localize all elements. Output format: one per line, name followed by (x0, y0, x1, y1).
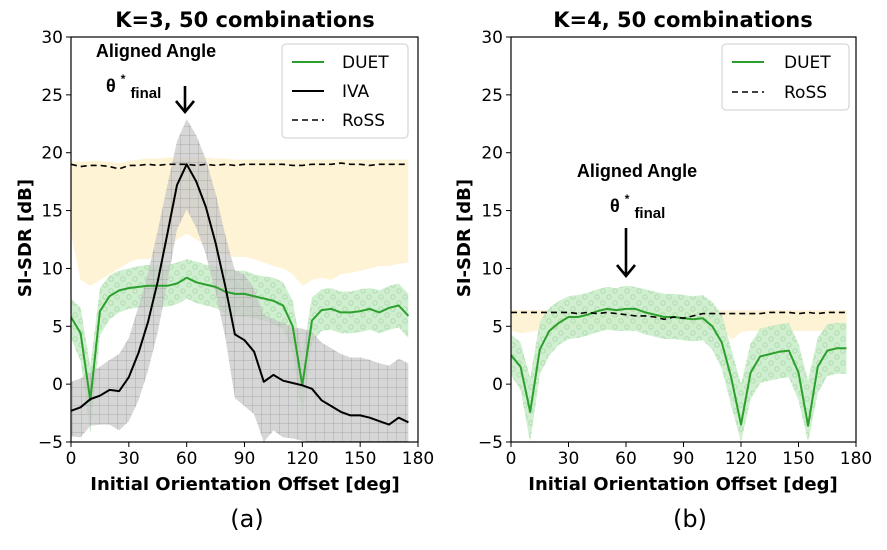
y-tick-label: 30 (481, 28, 503, 48)
legend: DUET IVA RoSS (281, 43, 409, 139)
series-line-iva (71, 163, 409, 426)
annotation: Aligned Angle θ * final (96, 41, 216, 115)
chart-title: K=3, 50 combinations (115, 8, 375, 32)
series-line-duet (511, 307, 847, 427)
series-line-ross (71, 162, 409, 170)
legend-label-duet: DUET (784, 53, 831, 73)
x-tick-label: 120 (286, 449, 318, 469)
y-tick-label: 20 (41, 144, 63, 164)
y-tick-label: 10 (481, 259, 503, 279)
x-tick-label: 180 (402, 449, 434, 469)
annotation-superscript: * (121, 72, 126, 86)
y-axis-label: SI-SDR [dB] (15, 179, 36, 297)
down-arrow-icon (174, 86, 196, 115)
legend-label-ross: RoSS (784, 83, 827, 103)
legend-box (721, 43, 850, 111)
x-tick-label: 90 (234, 449, 256, 469)
y-tick-label: 0 (492, 375, 503, 395)
x-tick-label: 60 (176, 449, 198, 469)
x-tick-label: 0 (66, 449, 77, 469)
annotation-theta: θ (106, 76, 116, 96)
annotation-label: Aligned Angle (96, 41, 216, 61)
y-tick-label: 15 (41, 202, 63, 222)
legend-label-duet: DUET (342, 53, 389, 73)
x-tick-label: 150 (782, 449, 814, 469)
y-tick-label: 15 (481, 202, 503, 222)
panel-label: (b) (673, 505, 707, 533)
x-tick-label: 90 (673, 449, 695, 469)
down-arrow-icon (615, 228, 637, 279)
band-hatch-duet (511, 285, 847, 442)
x-axis-label: Initial Orientation Offset [deg] (90, 474, 400, 495)
band-hatch-iva (71, 119, 409, 442)
panel-label: (a) (230, 505, 263, 533)
y-tick-label: 10 (41, 259, 63, 279)
panel-a: K=3, 50 combinations SI-SDR [dB] Initial… (15, 8, 434, 533)
x-tick-label: 60 (615, 449, 637, 469)
annotation-subscript: final (130, 85, 161, 102)
series-line-ross (511, 311, 847, 321)
x-axis-label: Initial Orientation Offset [deg] (528, 474, 838, 495)
legend-box (281, 43, 409, 139)
y-tick-label: 20 (481, 144, 503, 164)
y-tick-label: −5 (38, 433, 63, 453)
y-tick-label: 25 (41, 86, 63, 106)
panel-b: K=4, 50 combinations SI-SDR [dB] Initial… (454, 8, 872, 533)
y-tick-label: 5 (52, 317, 63, 337)
band-ross (71, 157, 409, 286)
annotation-superscript: * (625, 192, 630, 206)
annotation-theta: θ (610, 196, 620, 216)
y-tick-label: 0 (52, 375, 63, 395)
chart-title: K=4, 50 combinations (553, 8, 813, 32)
annotation-symbol: θ * final (610, 187, 665, 222)
y-tick-label: 30 (41, 28, 63, 48)
x-tick-label: 30 (118, 449, 140, 469)
y-tick-label: −5 (478, 433, 503, 453)
x-tick-label: 30 (558, 449, 580, 469)
x-tick-label: 120 (725, 449, 757, 469)
annotation: Aligned Angle θ * final (577, 161, 697, 279)
annotation-symbol: θ * final (106, 67, 161, 102)
y-axis-label: SI-SDR [dB] (454, 179, 475, 297)
legend-label-ross: RoSS (342, 111, 385, 131)
annotation-subscript: final (634, 205, 665, 222)
legend: DUET RoSS (721, 43, 850, 111)
legend-label-iva: IVA (342, 82, 370, 102)
annotation-label: Aligned Angle (577, 161, 697, 181)
x-tick-label: 0 (506, 449, 517, 469)
y-tick-label: 25 (481, 86, 503, 106)
series-line-duet (71, 276, 410, 402)
x-tick-label: 150 (344, 449, 376, 469)
y-tick-label: 5 (492, 317, 503, 337)
x-tick-label: 180 (840, 449, 872, 469)
